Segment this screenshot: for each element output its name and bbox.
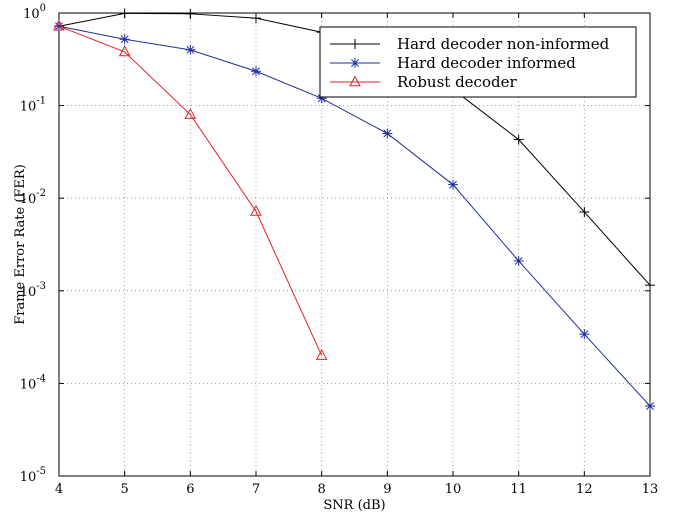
series-line bbox=[58, 25, 651, 407]
marker-stroke bbox=[646, 402, 654, 410]
legend-marker bbox=[349, 75, 361, 87]
data-point bbox=[185, 8, 196, 19]
x-tick-label: 5 bbox=[121, 482, 129, 497]
data-point bbox=[382, 128, 393, 139]
data-point bbox=[119, 8, 130, 19]
series-3 bbox=[53, 19, 328, 360]
data-point bbox=[579, 206, 590, 217]
data-point bbox=[118, 45, 131, 57]
x-tick-label: 8 bbox=[318, 482, 326, 497]
legend-label: Hard decoder informed bbox=[397, 54, 576, 72]
legend-entry: Robust decoder bbox=[330, 73, 517, 91]
y-tick-label: 10-1 bbox=[20, 96, 46, 115]
marker-stroke bbox=[120, 35, 129, 44]
y-tick-base: 10 bbox=[23, 7, 40, 22]
marker-stroke bbox=[580, 330, 589, 339]
data-point bbox=[185, 44, 196, 55]
marker-stroke bbox=[118, 45, 131, 57]
y-tick-label: 10-5 bbox=[20, 466, 46, 485]
x-tick-label: 11 bbox=[510, 482, 527, 497]
legend-box bbox=[319, 26, 637, 98]
y-tick-label: 100 bbox=[23, 3, 46, 22]
y-tick-exponent: -2 bbox=[36, 188, 46, 199]
x-tick-label: 4 bbox=[55, 482, 63, 497]
x-tick-label: 10 bbox=[445, 482, 462, 497]
data-point bbox=[448, 179, 458, 190]
data-point bbox=[315, 348, 328, 360]
legend-marker bbox=[350, 58, 360, 68]
series-2 bbox=[54, 21, 655, 412]
y-tick-exponent: -3 bbox=[36, 281, 46, 292]
y-tick-label: 10-3 bbox=[20, 281, 46, 300]
legend-label: Hard decoder non-informed bbox=[397, 35, 610, 53]
y-tick-exponent: -5 bbox=[36, 466, 46, 477]
data-point bbox=[184, 108, 197, 119]
marker-stroke bbox=[349, 75, 361, 87]
data-point bbox=[53, 19, 65, 31]
marker-stroke bbox=[184, 108, 197, 119]
data-point bbox=[251, 13, 261, 24]
marker-stroke bbox=[252, 67, 260, 76]
legend-entry: Hard decoder informed bbox=[330, 54, 576, 72]
y-tick-base: 10 bbox=[20, 470, 37, 485]
marker-stroke bbox=[351, 59, 359, 67]
series-group bbox=[53, 8, 655, 412]
data-point bbox=[645, 280, 655, 291]
marker-stroke bbox=[514, 257, 523, 265]
data-point bbox=[579, 329, 590, 340]
marker-stroke bbox=[250, 204, 262, 216]
marker-stroke bbox=[315, 348, 328, 360]
marker-stroke bbox=[449, 180, 457, 189]
legend-label: Robust decoder bbox=[397, 73, 517, 91]
grid bbox=[59, 13, 650, 476]
marker-stroke bbox=[186, 45, 195, 54]
x-tick-label: 7 bbox=[252, 482, 260, 497]
y-tick-label: 10-4 bbox=[20, 373, 46, 392]
marker-stroke bbox=[53, 19, 65, 31]
series-line bbox=[58, 25, 323, 356]
y-tick-exponent: -4 bbox=[36, 373, 46, 384]
y-tick-base: 10 bbox=[20, 377, 37, 392]
data-point bbox=[250, 204, 262, 216]
plot-frame bbox=[58, 12, 651, 477]
y-axis-label: Frame Error Rate (FER) bbox=[13, 164, 28, 325]
marker-stroke bbox=[383, 129, 392, 138]
x-tick-label: 12 bbox=[576, 482, 593, 497]
y-tick-base: 10 bbox=[20, 100, 37, 115]
data-point bbox=[513, 134, 524, 145]
y-tick-exponent: -1 bbox=[36, 96, 46, 107]
y-tick-base: 10 bbox=[20, 192, 37, 207]
data-point bbox=[119, 34, 130, 45]
data-point bbox=[251, 66, 261, 77]
x-tick-label: 13 bbox=[642, 482, 659, 497]
x-tick-label: 6 bbox=[186, 482, 194, 497]
data-point bbox=[513, 255, 524, 266]
y-tick-base: 10 bbox=[20, 285, 37, 300]
y-tick-label: 10-2 bbox=[20, 188, 46, 207]
y-tick-exponent: 0 bbox=[40, 3, 46, 14]
legend-entry: Hard decoder non-informed bbox=[330, 35, 610, 53]
legend-marker bbox=[350, 39, 360, 49]
x-axis-label: SNR (dB) bbox=[323, 498, 385, 513]
x-tick-label: 9 bbox=[383, 482, 391, 497]
data-point bbox=[645, 401, 655, 412]
